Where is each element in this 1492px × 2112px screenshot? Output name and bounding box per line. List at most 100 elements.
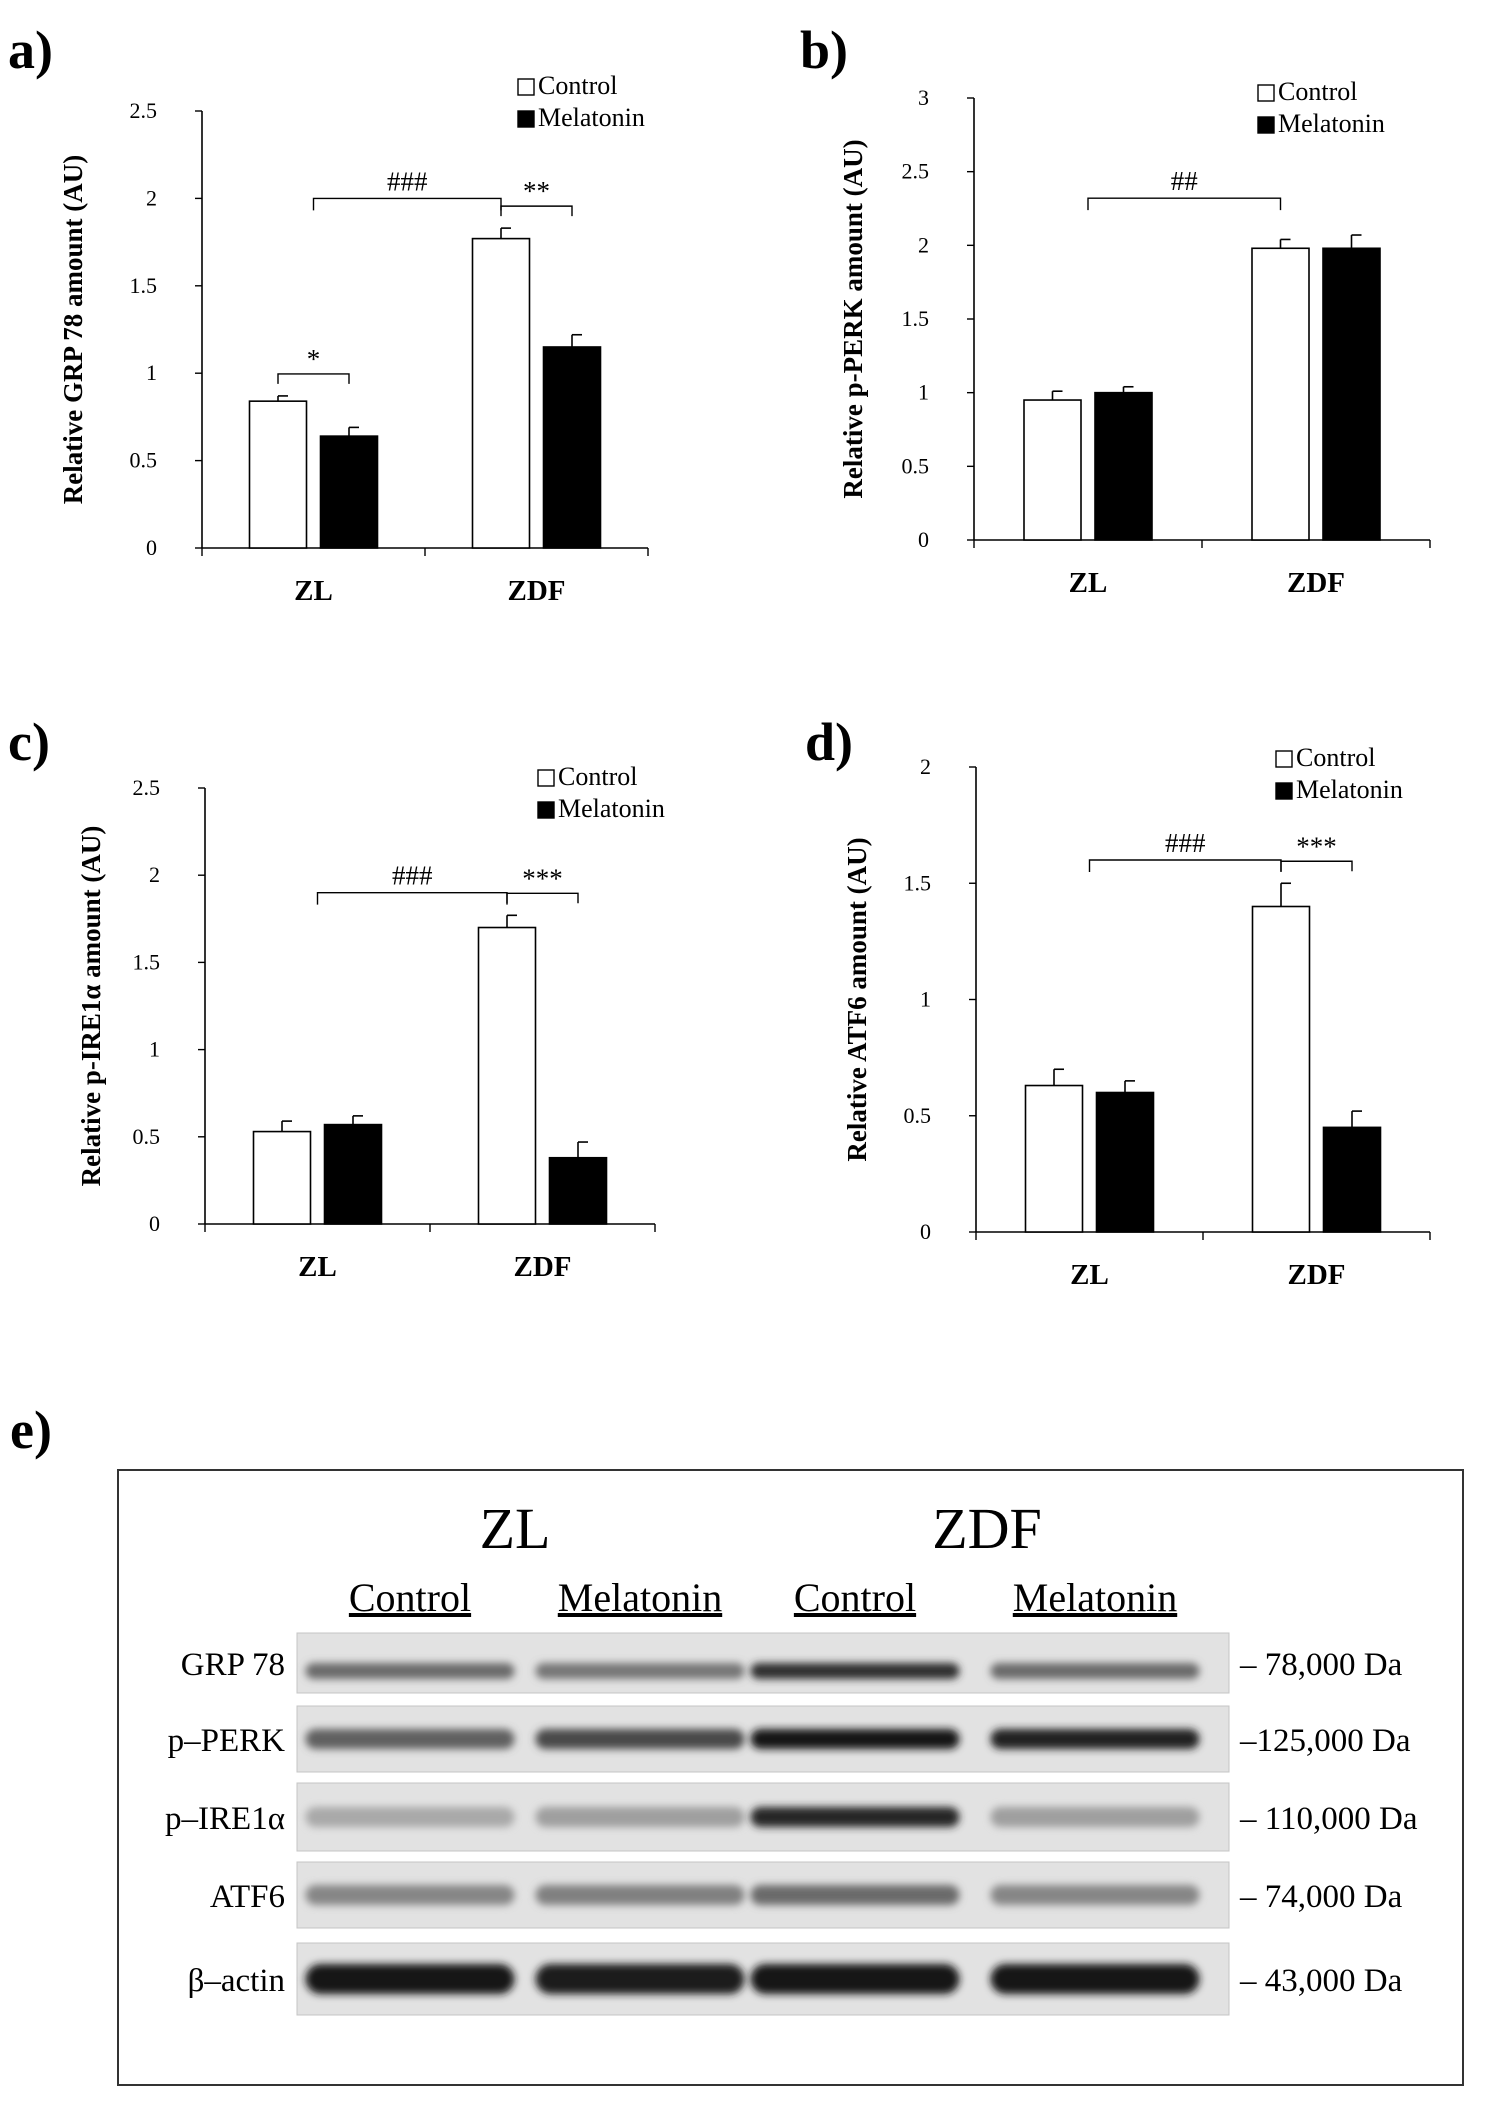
- panel-label-a: a): [8, 20, 53, 80]
- y-tick-label: 2: [918, 232, 929, 257]
- x-category-label: ZL: [1069, 567, 1108, 599]
- significance-bracket-between: [1088, 859, 1282, 872]
- blot-condition-label: Control: [794, 1575, 916, 1620]
- bar-control-zl: [1023, 399, 1082, 541]
- bar-melatonin-zdf: [1322, 1126, 1382, 1233]
- blot-band: [750, 1807, 960, 1827]
- blot-size-label: –125,000 Da: [1239, 1723, 1411, 1759]
- y-tick-label: 1: [918, 380, 929, 405]
- blot-size-label: – 78,000 Da: [1239, 1647, 1403, 1683]
- blot-row-label: β–actin: [188, 1963, 285, 1999]
- y-tick-label: 1.5: [904, 870, 932, 895]
- blot-size-label: – 74,000 Da: [1239, 1879, 1403, 1915]
- blot-band: [305, 1663, 515, 1679]
- y-tick-label: 1.5: [133, 949, 161, 974]
- y-axis-label: Relative GRP 78 amount (AU): [58, 155, 88, 504]
- legend-swatch-melatonin: [1275, 782, 1293, 800]
- x-category-label: ZL: [1070, 1259, 1109, 1291]
- bar-control-zl: [252, 1130, 312, 1225]
- legend-swatch-control: [537, 769, 555, 787]
- blot-band: [750, 1663, 960, 1679]
- bar-control-zdf: [1251, 247, 1310, 541]
- legend-label-melatonin: Melatonin: [1296, 775, 1403, 804]
- blot-band: [990, 1885, 1200, 1905]
- panel-label-c: c): [8, 712, 50, 772]
- y-tick-label: 0.5: [904, 1103, 932, 1128]
- bar-melatonin-zl: [319, 435, 379, 549]
- bar-melatonin-zl: [1095, 1091, 1155, 1233]
- blot-size-label: – 43,000 Da: [1239, 1963, 1403, 1999]
- bar-melatonin-zl: [1094, 391, 1153, 541]
- significance-marker-between: ###: [392, 861, 433, 891]
- bar-control-zdf: [477, 926, 537, 1225]
- significance-bracket-between: [316, 891, 508, 905]
- panel-label-e: e): [10, 1400, 52, 1460]
- y-axis-label: Relative p-IRE1α amount (AU): [76, 826, 106, 1187]
- y-tick-label: 1.5: [902, 306, 930, 331]
- legend-label-control: Control: [538, 71, 617, 100]
- legend-swatch-melatonin: [1257, 116, 1275, 134]
- significance-bracket: [500, 205, 573, 217]
- significance-marker: *: [307, 344, 321, 374]
- y-tick-label: 2.5: [130, 98, 158, 123]
- legend-label-melatonin: Melatonin: [538, 103, 645, 132]
- y-tick-label: 1: [146, 360, 157, 385]
- significance-marker-between: ###: [1165, 828, 1206, 858]
- y-tick-label: 0: [920, 1219, 931, 1244]
- blot-row-label: p–IRE1α: [165, 1801, 285, 1837]
- blot-band: [990, 1729, 1200, 1749]
- legend-swatch-melatonin: [517, 110, 535, 128]
- x-category-label: ZDF: [514, 1251, 572, 1283]
- legend-label-melatonin: Melatonin: [1278, 109, 1385, 138]
- significance-bracket: [1280, 860, 1353, 872]
- blot-band: [305, 1729, 515, 1749]
- y-tick-label: 0.5: [130, 448, 158, 473]
- y-tick-label: 0: [146, 535, 157, 560]
- blot-row-label: ATF6: [210, 1879, 285, 1915]
- blot-row-label: GRP 78: [181, 1647, 285, 1683]
- significance-marker: ***: [522, 863, 563, 893]
- blot-band: [750, 1885, 960, 1905]
- blot-band: [305, 1964, 515, 1994]
- significance-marker-between: ###: [387, 166, 428, 196]
- significance-bracket: [277, 373, 350, 384]
- legend-swatch-control: [1275, 750, 1293, 768]
- panel-label-b: b): [800, 20, 848, 80]
- significance-marker: ***: [1296, 831, 1337, 861]
- y-tick-label: 2: [149, 862, 160, 887]
- x-category-label: ZL: [294, 575, 333, 607]
- chart-a: a) 0 0.5 1 1.5 2 2.5 ZL ZDF Relative GRP 78 amoun…: [8, 20, 649, 607]
- y-tick-label: 2: [920, 754, 931, 779]
- legend-label-control: Control: [558, 762, 637, 791]
- blot-condition-label: Melatonin: [1013, 1575, 1177, 1620]
- chart-d: d) 0 0.5 1 1.5 2 ZL ZDF Relative ATF6 amount (AU…: [805, 712, 1431, 1291]
- bar-melatonin-zdf: [548, 1156, 608, 1225]
- blot-band: [305, 1885, 515, 1905]
- significance-marker-between: ##: [1171, 166, 1199, 196]
- y-tick-label: 1: [920, 987, 931, 1012]
- bar-control-zl: [1024, 1084, 1084, 1233]
- blot-band: [990, 1807, 1200, 1827]
- significance-bracket-between: [312, 197, 502, 211]
- blot-band: [750, 1964, 960, 1994]
- panel-label-d: d): [805, 712, 853, 772]
- y-axis-label: Relative ATF6 amount (AU): [842, 837, 872, 1161]
- blot-condition-label: Control: [349, 1575, 471, 1620]
- legend-swatch-control: [517, 78, 535, 96]
- significance-bracket: [506, 892, 579, 904]
- legend-swatch-control: [1257, 84, 1275, 102]
- y-tick-label: 0: [918, 527, 929, 552]
- legend-label-melatonin: Melatonin: [558, 794, 665, 823]
- bar-melatonin-zdf: [542, 346, 602, 549]
- legend-swatch-melatonin: [537, 801, 555, 819]
- blot-band: [305, 1807, 515, 1827]
- blot-condition-label: Melatonin: [558, 1575, 722, 1620]
- blot-band: [535, 1663, 745, 1679]
- bar-control-zdf: [471, 237, 531, 549]
- bar-melatonin-zdf: [1322, 247, 1381, 541]
- chart-c: c) 0 0.5 1 1.5 2 2.5 ZL ZDF Relative p-IRE1α amou…: [8, 712, 665, 1283]
- blot-band: [990, 1663, 1200, 1679]
- blot-frame: [117, 1469, 1464, 2086]
- blot-band: [750, 1729, 960, 1749]
